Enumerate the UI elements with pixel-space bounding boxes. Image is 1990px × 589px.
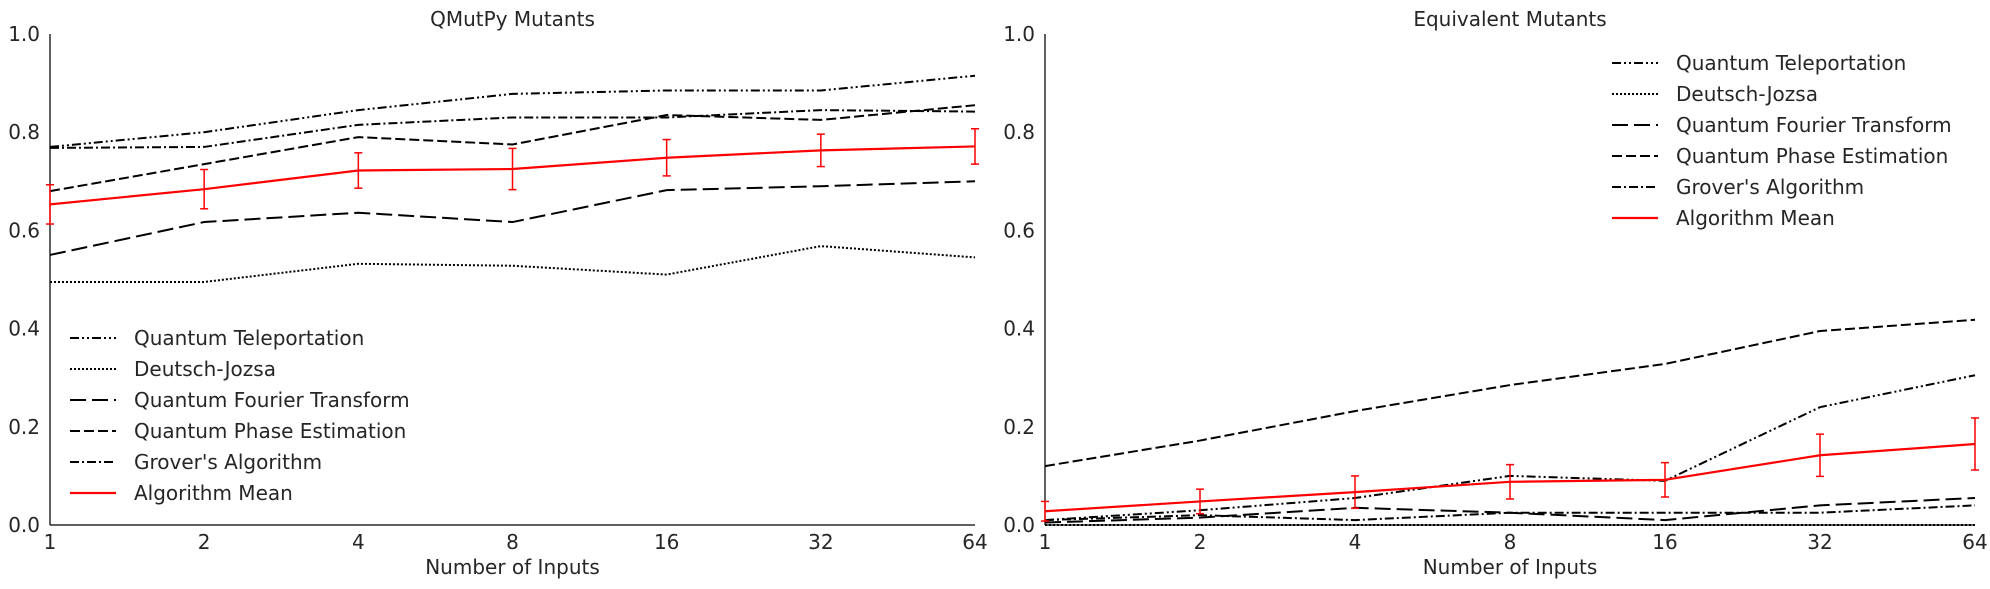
x-axis-label: Number of Inputs bbox=[1423, 555, 1598, 579]
x-tick-label: 64 bbox=[1962, 530, 1987, 554]
error-bar bbox=[508, 147, 517, 191]
x-axis-label: Number of Inputs bbox=[425, 555, 600, 579]
error-bar bbox=[1661, 461, 1669, 498]
error-bar bbox=[1351, 475, 1359, 510]
series-line-grover-s-algorithm bbox=[1044, 504, 1976, 522]
y-tick-label: 0.0 bbox=[8, 513, 40, 537]
legend-label: Deutsch-Jozsa bbox=[134, 357, 276, 381]
x-tick-label: 64 bbox=[962, 530, 987, 554]
error-bar bbox=[354, 152, 363, 189]
x-tick-label: 8 bbox=[1504, 530, 1517, 554]
error-bar bbox=[662, 138, 671, 177]
error-bar bbox=[46, 183, 54, 225]
legend-label: Quantum Teleportation bbox=[134, 326, 364, 350]
y-tick-label: 0.6 bbox=[8, 218, 40, 242]
y-tick-label: 0.2 bbox=[1003, 415, 1035, 439]
x-tick-label: 16 bbox=[1652, 530, 1677, 554]
x-tick-label: 8 bbox=[506, 530, 519, 554]
y-tick-label: 0.6 bbox=[1003, 218, 1035, 242]
legend-label: Quantum Phase Estimation bbox=[134, 419, 406, 443]
x-tick-label: 1 bbox=[1039, 530, 1052, 554]
legend-label: Quantum Phase Estimation bbox=[1676, 144, 1948, 168]
series-line-quantum-fourier-transform bbox=[49, 180, 976, 256]
legend-label: Quantum Teleportation bbox=[1676, 51, 1906, 75]
y-tick-label: 0.0 bbox=[1003, 513, 1035, 537]
error-bar bbox=[1041, 500, 1049, 522]
chart-title: Equivalent Mutants bbox=[1413, 7, 1606, 31]
legend: Quantum Teleportation Deutsch-Jozsa Quantu… bbox=[1612, 51, 1952, 230]
legend-label: Quantum Fourier Transform bbox=[134, 388, 410, 412]
x-tick-label: 4 bbox=[352, 530, 365, 554]
x-tick-label: 1 bbox=[44, 530, 57, 554]
series-line-deutsch-jozsa bbox=[50, 245, 976, 283]
y-tick-label: 0.8 bbox=[8, 120, 40, 144]
x-tick-label: 32 bbox=[1807, 530, 1832, 554]
y-tick-label: 0.2 bbox=[8, 415, 40, 439]
x-tick-label: 4 bbox=[1349, 530, 1362, 554]
legend-label: Quantum Fourier Transform bbox=[1676, 113, 1952, 137]
y-tick-label: 1.0 bbox=[8, 22, 40, 46]
error-bar bbox=[971, 128, 979, 165]
x-tick-label: 2 bbox=[1194, 530, 1207, 554]
x-tick-label: 32 bbox=[808, 530, 833, 554]
error-bar bbox=[816, 133, 825, 168]
error-bar bbox=[1196, 488, 1204, 515]
legend-label: Algorithm Mean bbox=[1676, 206, 1835, 230]
series-line-grover-s-algorithm bbox=[49, 109, 976, 149]
chart-equivalent-mutants: Equivalent Mutants 0.0 0.2 0.4 0.6 0.8 1.0 1 2 4 8… bbox=[1003, 7, 1988, 579]
y-tick-label: 1.0 bbox=[1003, 22, 1035, 46]
error-bar bbox=[1506, 463, 1514, 500]
series-line-quantum-teleportation bbox=[49, 74, 976, 148]
chart-qmutpy-mutants: QMutPy Mutants 0.0 0.2 0.4 0.6 0.8 1.0 1 2 4 8 16 32… bbox=[8, 7, 988, 579]
series-line-quantum-phase-estimation bbox=[1044, 318, 1976, 468]
x-tick-label: 2 bbox=[198, 530, 211, 554]
legend-label: Deutsch-Jozsa bbox=[1676, 82, 1818, 106]
y-tick-label: 0.8 bbox=[1003, 120, 1035, 144]
error-bar bbox=[1816, 433, 1824, 478]
error-bar bbox=[200, 168, 209, 210]
error-bar bbox=[1971, 417, 1979, 471]
legend-label: Grover's Algorithm bbox=[134, 450, 322, 474]
x-tick-label: 16 bbox=[654, 530, 679, 554]
series-line-quantum-phase-estimation bbox=[49, 104, 976, 193]
chart-title: QMutPy Mutants bbox=[430, 7, 595, 31]
y-tick-label: 0.4 bbox=[1003, 317, 1035, 341]
legend-label: Algorithm Mean bbox=[134, 481, 293, 505]
legend: Quantum Teleportation Deutsch-Jozsa Quantu… bbox=[70, 326, 410, 505]
legend-label: Grover's Algorithm bbox=[1676, 175, 1864, 199]
y-tick-label: 0.4 bbox=[8, 317, 40, 341]
